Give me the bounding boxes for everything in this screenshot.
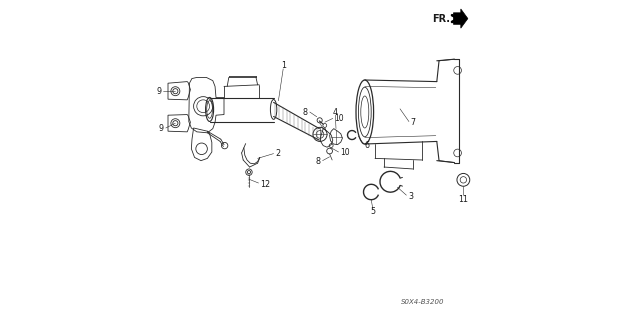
Text: 8: 8 — [316, 157, 321, 166]
Text: 9: 9 — [156, 87, 161, 96]
Text: 4: 4 — [333, 108, 338, 117]
Text: 1: 1 — [282, 61, 286, 70]
Text: 5: 5 — [370, 207, 376, 216]
Text: 10: 10 — [334, 114, 344, 123]
Circle shape — [248, 171, 251, 174]
Text: 9: 9 — [159, 124, 164, 133]
Circle shape — [173, 89, 178, 94]
Text: 3: 3 — [408, 192, 413, 201]
Text: 6: 6 — [364, 141, 369, 150]
Text: 12: 12 — [260, 180, 270, 188]
Text: 11: 11 — [458, 195, 468, 204]
Text: FR.: FR. — [432, 13, 451, 24]
Text: 8: 8 — [303, 108, 307, 116]
Circle shape — [173, 121, 178, 126]
Text: 10: 10 — [340, 148, 349, 157]
Polygon shape — [453, 9, 468, 28]
Text: 7: 7 — [410, 118, 415, 127]
Text: 2: 2 — [275, 149, 280, 158]
Text: S0X4-B3200: S0X4-B3200 — [401, 300, 444, 305]
